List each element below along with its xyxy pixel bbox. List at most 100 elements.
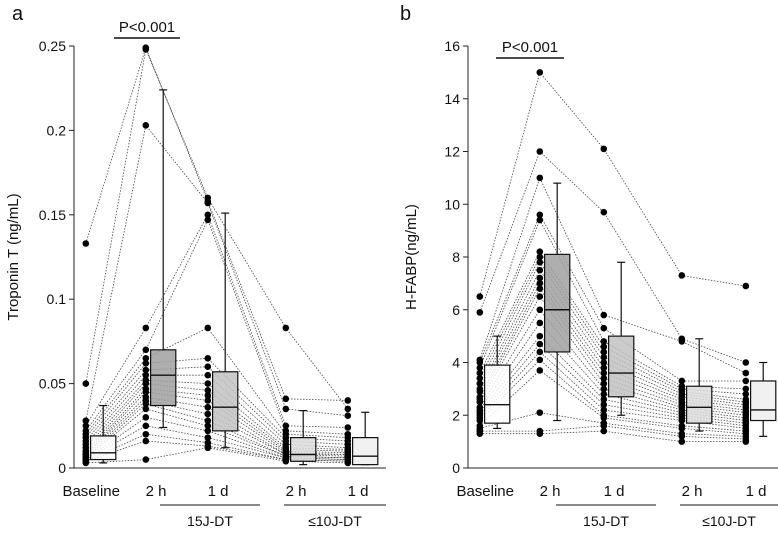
y-axis-label: H-FABP(ng/mL) <box>403 204 420 310</box>
y-tick-label: 0.15 <box>39 207 66 223</box>
y-tick-label: 0.2 <box>47 122 67 138</box>
data-point <box>601 428 608 435</box>
x-category-label: 1 d <box>208 483 229 500</box>
data-point <box>537 148 544 155</box>
data-point <box>537 259 544 266</box>
significance-label: P<0.001 <box>119 19 175 36</box>
y-tick-label: 0.05 <box>39 376 66 392</box>
y-tick-label: 0 <box>452 460 460 476</box>
y-axis-label: Troponin T (ng/mL) <box>5 193 22 320</box>
box-iqr <box>485 365 510 423</box>
data-point <box>345 397 352 404</box>
y-tick-label: 10 <box>444 196 460 212</box>
data-point <box>205 397 212 404</box>
data-point <box>743 378 750 385</box>
y-tick-label: 2 <box>452 407 460 423</box>
panel-label: a <box>12 3 24 25</box>
data-point <box>143 347 150 354</box>
subject-trajectory-line <box>480 431 746 442</box>
data-point <box>679 438 686 445</box>
y-tick-label: 14 <box>444 91 460 107</box>
data-point <box>537 69 544 76</box>
box-iqr <box>751 381 776 421</box>
data-point <box>477 309 484 316</box>
data-point <box>679 272 686 279</box>
data-point <box>537 367 544 374</box>
x-category-label: 2 h <box>682 483 703 500</box>
data-point <box>679 338 686 345</box>
data-point <box>205 380 212 387</box>
data-point <box>283 406 290 413</box>
data-point <box>601 312 608 319</box>
data-point <box>601 146 608 153</box>
box-iqr <box>91 436 116 460</box>
data-point <box>205 200 212 207</box>
data-point <box>537 267 544 274</box>
data-point <box>143 360 150 367</box>
x-category-label: 1 d <box>604 483 625 500</box>
data-point <box>283 395 290 402</box>
data-point <box>143 456 150 463</box>
data-point <box>205 444 212 451</box>
data-point <box>205 428 212 435</box>
data-point <box>83 240 90 247</box>
data-point <box>537 409 544 416</box>
data-point <box>743 438 750 445</box>
data-point <box>205 355 212 362</box>
data-point <box>477 430 484 437</box>
box-iqr <box>687 386 712 423</box>
data-point <box>345 412 352 419</box>
data-point <box>537 293 544 300</box>
data-point <box>537 430 544 437</box>
panel-a-troponin-t: a Troponin T (ng/mL) 0 0.05 0.1 0.15 0.2 0.25 P<… <box>5 3 386 529</box>
data-point <box>601 325 608 332</box>
data-point <box>205 404 212 411</box>
data-point <box>345 406 352 413</box>
group-label: 15J-DT <box>583 513 629 529</box>
data-point <box>743 370 750 377</box>
data-point <box>601 209 608 216</box>
data-point <box>345 424 352 431</box>
data-point <box>743 359 750 366</box>
data-point <box>205 363 212 370</box>
data-point <box>537 333 544 340</box>
data-point <box>143 414 150 421</box>
box-iqr <box>545 254 570 352</box>
data-point <box>83 460 90 467</box>
y-tick-label: 0.25 <box>39 38 66 54</box>
data-point <box>537 341 544 348</box>
box-iqr <box>291 438 316 462</box>
y-tick-label: 0.1 <box>47 291 67 307</box>
data-point <box>205 372 212 379</box>
y-tick-label: 0 <box>58 460 66 476</box>
data-point <box>743 283 750 290</box>
data-point <box>205 411 212 418</box>
data-point <box>143 325 150 332</box>
x-category-label: 2 h <box>146 483 167 500</box>
data-point <box>283 458 290 465</box>
group-label: ≤10J-DT <box>702 513 756 529</box>
figure: a Troponin T (ng/mL) 0 0.05 0.1 0.15 0.2 0.25 P<… <box>0 0 778 537</box>
x-category-label: Baseline <box>62 483 120 500</box>
data-point <box>83 380 90 387</box>
x-category-label: Baseline <box>456 483 514 500</box>
x-category-label: 2 h <box>540 483 561 500</box>
subject-trajectory-line <box>480 152 746 363</box>
group-label: ≤10J-DT <box>308 513 362 529</box>
panel-b-h-fabp: bH-FABP(ng/mL)0246810121416 P<0.001Baseli… <box>400 3 778 529</box>
data-point <box>477 293 484 300</box>
box-iqr <box>609 336 634 397</box>
data-point <box>143 46 150 53</box>
data-point <box>143 438 150 445</box>
group-label: 15J-DT <box>187 513 233 529</box>
y-tick-label: 4 <box>452 355 460 371</box>
significance-label: P<0.001 <box>502 39 558 56</box>
data-point <box>345 460 352 467</box>
data-point <box>143 423 150 430</box>
x-category-label: 2 h <box>286 483 307 500</box>
y-tick-label: 12 <box>444 144 460 160</box>
panel-label: b <box>400 3 411 25</box>
y-tick-label: 8 <box>452 249 460 265</box>
data-point <box>537 285 544 292</box>
x-category-label: 1 d <box>348 483 369 500</box>
